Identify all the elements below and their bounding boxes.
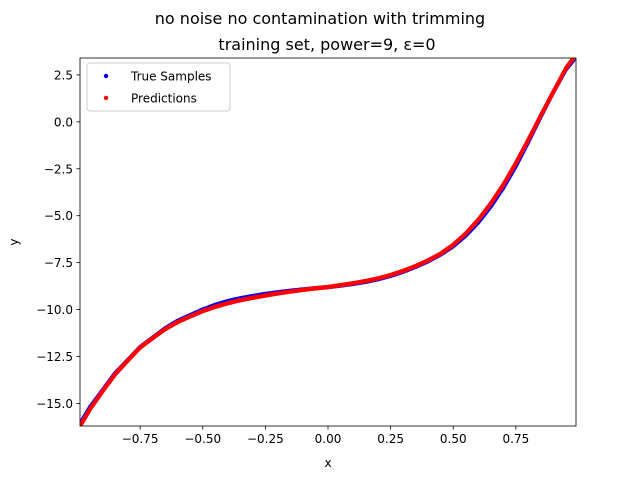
y-tick-label: 0.0	[54, 115, 73, 129]
y-axis-label: y	[7, 238, 21, 245]
y-tick-label: −10.0	[36, 303, 73, 317]
x-tick-label: 0.50	[440, 432, 467, 446]
scatter-points	[80, 58, 576, 426]
x-axis-label: x	[324, 456, 331, 470]
chart-title: no noise no contamination with trimming	[155, 9, 485, 28]
legend-marker	[103, 73, 109, 79]
axes: −0.75 −0.50 −0.25 0.00 0.25 0.50 0.75 −15.0 −12.…	[36, 57, 577, 446]
legend-box	[86, 62, 231, 112]
x-tick-label: −0.50	[184, 432, 221, 446]
x-tick-label: 0.00	[315, 432, 342, 446]
x-tick-label: −0.25	[247, 432, 284, 446]
legend-marker	[103, 95, 109, 101]
series-predictions	[80, 58, 576, 426]
y-tick-label: −12.5	[36, 350, 73, 364]
plot-area	[80, 58, 576, 426]
x-tick-label: −0.75	[122, 432, 159, 446]
chart-subtitle: training set, power=9, ε=0	[218, 35, 435, 54]
y-tick-label: −15.0	[36, 397, 73, 411]
legend-label: Predictions	[131, 92, 197, 106]
y-tick-label: −7.5	[44, 256, 73, 270]
x-tick-label: 0.75	[503, 432, 530, 446]
legend-label: True Samples	[130, 70, 212, 84]
x-tick-label: 0.25	[377, 432, 404, 446]
y-tick-label: 2.5	[54, 68, 73, 82]
legend: True Samples Predictions	[86, 62, 231, 112]
y-tick-label: −2.5	[44, 162, 73, 176]
data-point	[571, 58, 576, 61]
y-tick-label: −5.0	[44, 209, 73, 223]
